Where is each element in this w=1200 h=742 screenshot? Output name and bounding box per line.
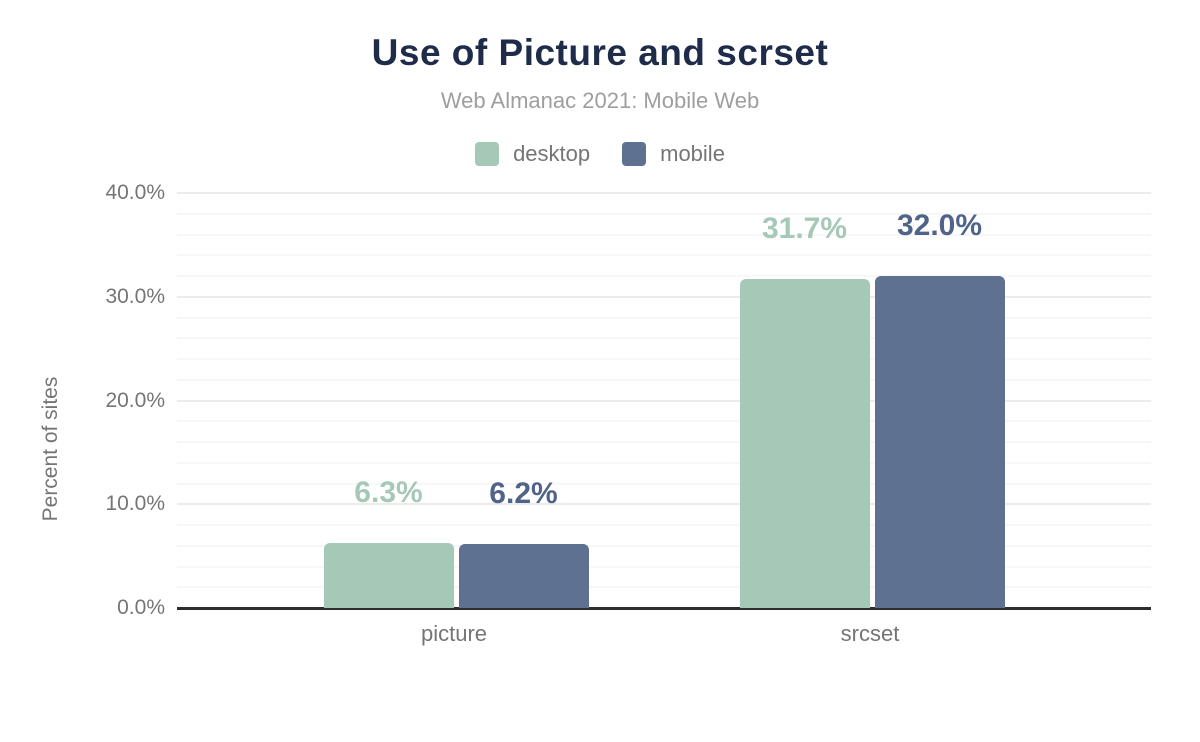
y-tick-label: 20.0% <box>105 388 165 412</box>
gridline-minor <box>177 316 1151 319</box>
gridline-major <box>177 399 1151 402</box>
gridline-minor <box>177 524 1151 526</box>
chart-subtitle: Web Almanac 2021: Mobile Web <box>440 88 760 113</box>
legend-swatch-mobile <box>622 142 647 166</box>
gridline-minor <box>177 212 1151 215</box>
gridline-minor <box>177 233 1151 236</box>
legend-item-mobile: mobile <box>622 141 725 167</box>
gridline-minor <box>177 337 1151 340</box>
y-tick-label: 10.0% <box>105 492 165 516</box>
gridline-minor <box>177 254 1151 257</box>
gridline-minor <box>177 461 1151 464</box>
gridline-minor <box>177 482 1151 485</box>
gridline-minor <box>177 441 1151 443</box>
bar-value-label-srcset-desktop: 31.7% <box>761 212 848 246</box>
bar-picture-mobile[interactable] <box>458 543 589 608</box>
bar-picture-desktop[interactable] <box>323 542 454 608</box>
gridline-minor <box>177 275 1151 277</box>
bar-value-label-picture-desktop: 6.3% <box>354 475 423 509</box>
y-tick-label: 0.0% <box>117 596 165 619</box>
bar-srcset-mobile[interactable] <box>874 276 1005 608</box>
bar-srcset-desktop[interactable] <box>739 279 870 608</box>
legend-label-mobile: mobile <box>660 141 725 166</box>
gridline-major <box>177 295 1151 298</box>
legend-swatch-desktop <box>475 142 500 166</box>
gridline-minor <box>177 586 1151 589</box>
legend-item-desktop: desktop <box>475 141 590 167</box>
gridline-major <box>177 503 1151 506</box>
legend: desktop mobile <box>0 141 1200 167</box>
gridline-minor <box>177 378 1151 381</box>
gridline-minor <box>177 565 1151 568</box>
y-tick-label: 40.0% <box>105 181 165 204</box>
bar-value-label-srcset-mobile: 32.0% <box>896 209 983 242</box>
bar-value-label-picture-mobile: 6.2% <box>489 476 558 510</box>
x-axis-line <box>177 607 1151 610</box>
gridline-major <box>177 192 1151 194</box>
legend-label-desktop: desktop <box>513 141 591 166</box>
x-category-label-picture: picture <box>420 621 488 646</box>
chart-title: Use of Picture and scrset <box>371 32 829 73</box>
y-tick-label: 30.0% <box>105 284 165 308</box>
gridline-minor <box>177 544 1151 547</box>
gridline-minor <box>177 420 1151 423</box>
x-category-label-srcset: srcset <box>840 621 900 646</box>
gridline-minor <box>177 358 1151 360</box>
